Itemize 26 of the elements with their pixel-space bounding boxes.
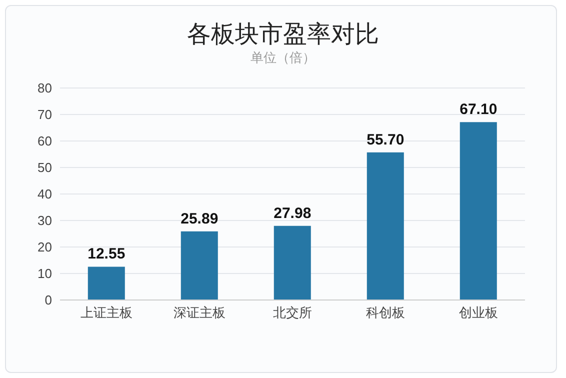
y-tick-label: 60 xyxy=(38,134,52,149)
data-label: 55.70 xyxy=(366,131,404,148)
chart-subtitle: 单位（倍） xyxy=(250,49,316,67)
data-label: 25.89 xyxy=(180,210,218,228)
x-tick-label: 深证主板 xyxy=(174,305,226,320)
bar xyxy=(274,226,311,300)
y-tick-label: 80 xyxy=(38,80,52,96)
y-tick-label: 50 xyxy=(38,160,52,176)
y-tick-label: 40 xyxy=(38,186,52,202)
x-tick-label: 上证主板 xyxy=(80,305,132,320)
bar xyxy=(88,266,125,300)
bar xyxy=(180,231,218,300)
y-tick-label: 30 xyxy=(38,213,52,228)
chart-title: 各板块市盈率对比 xyxy=(186,20,380,50)
y-tick-label: 70 xyxy=(38,107,52,122)
data-label: 27.98 xyxy=(274,204,312,222)
bar xyxy=(460,122,497,300)
y-tick-label: 20 xyxy=(38,240,52,255)
data-label: 67.10 xyxy=(460,101,498,118)
bar xyxy=(366,152,404,300)
x-tick-label: 科创板 xyxy=(366,305,405,320)
data-label: 12.55 xyxy=(88,246,126,263)
y-tick-label: 10 xyxy=(38,266,52,282)
x-tick-label: 北交所 xyxy=(273,305,312,320)
y-tick-label: 0 xyxy=(44,292,52,308)
x-tick-label: 创业板 xyxy=(459,305,498,320)
